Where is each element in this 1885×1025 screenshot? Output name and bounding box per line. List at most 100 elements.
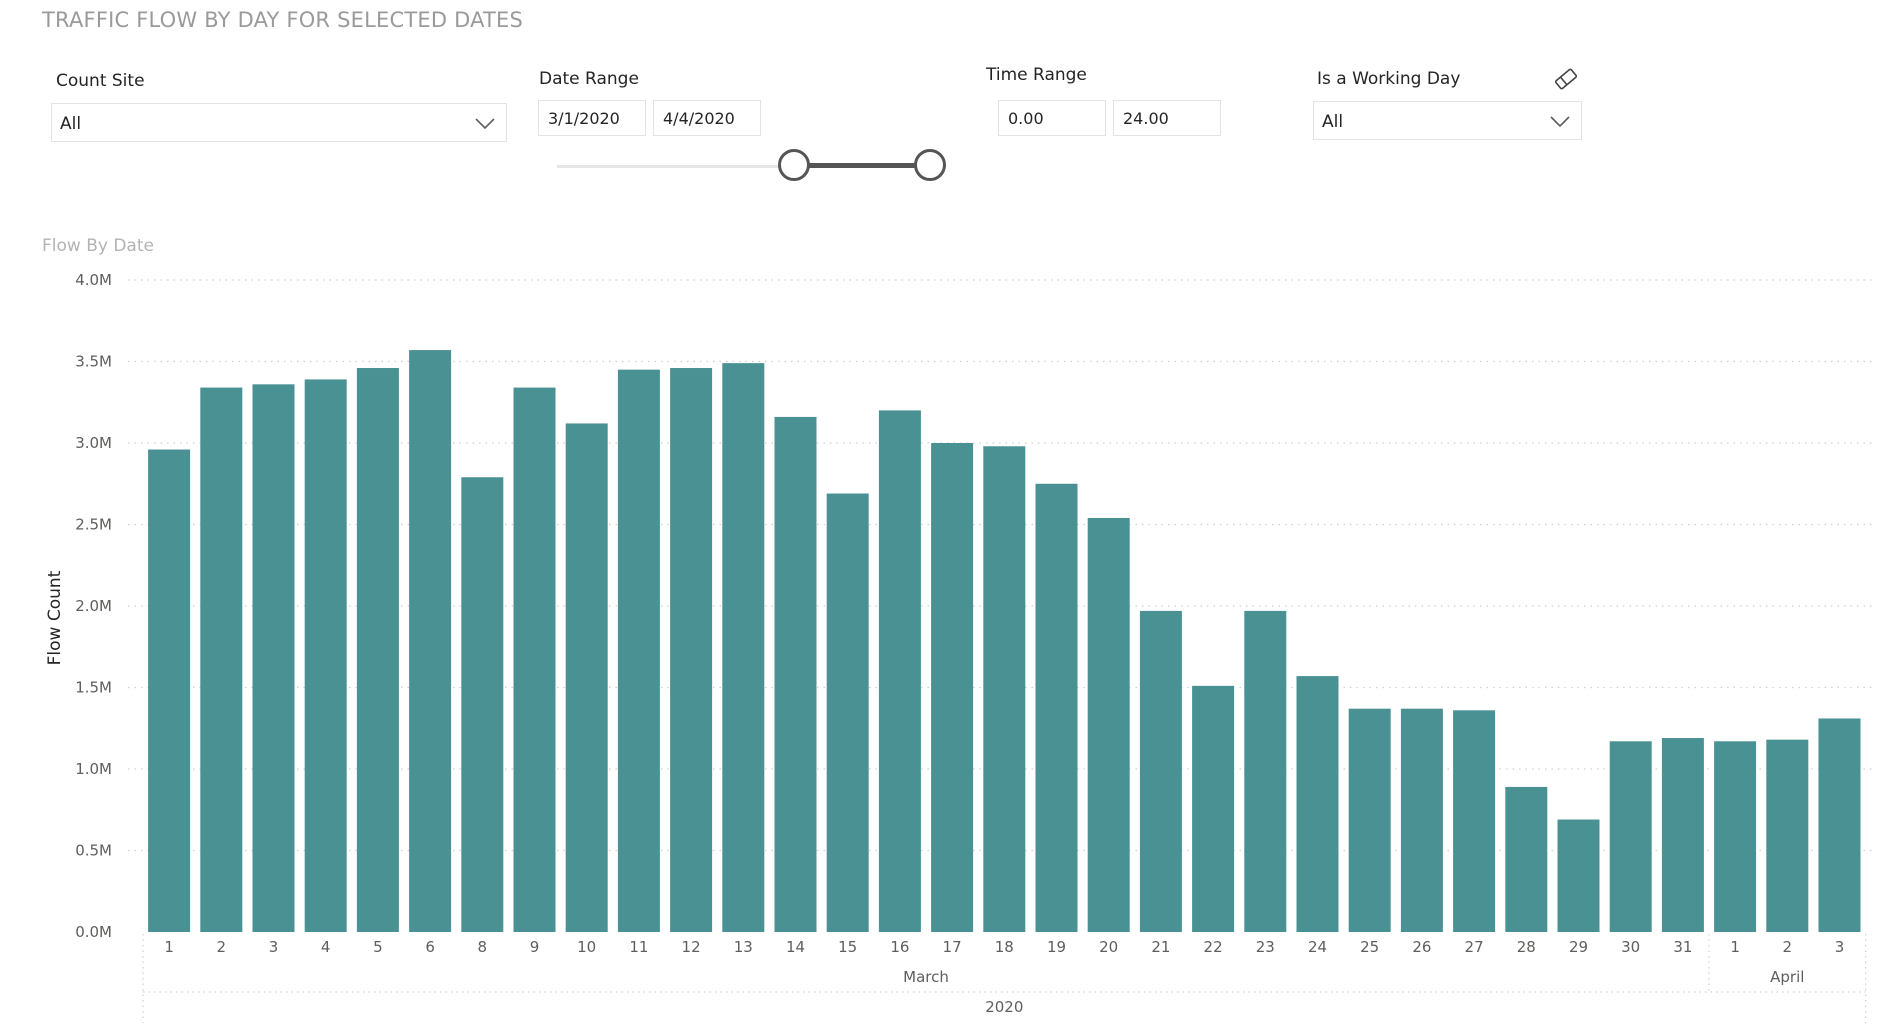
bar[interactable] <box>670 368 713 932</box>
bar[interactable] <box>1348 708 1391 932</box>
bar[interactable] <box>826 493 869 932</box>
date-range-slider-track[interactable] <box>557 165 930 168</box>
x-tick-label: 22 <box>1204 938 1223 956</box>
x-tick-label: 26 <box>1412 938 1431 956</box>
x-tick-label: 1 <box>164 938 174 956</box>
x-tick-label: 30 <box>1621 938 1640 956</box>
x-tick-label: 3 <box>269 938 279 956</box>
bar[interactable] <box>1035 483 1078 932</box>
bar[interactable] <box>513 387 556 933</box>
bar[interactable] <box>1087 517 1130 932</box>
date-range-slider-selection <box>794 163 930 168</box>
working-day-dropdown[interactable]: All <box>1313 101 1582 140</box>
time-range-start-input[interactable] <box>998 100 1106 136</box>
bar[interactable] <box>1714 741 1757 932</box>
bars <box>148 350 1861 933</box>
bar[interactable] <box>565 423 608 932</box>
bar[interactable] <box>983 446 1026 932</box>
x-month-label: March <box>903 968 949 986</box>
bar[interactable] <box>1192 685 1235 932</box>
y-tick-label: 0.5M <box>75 842 112 860</box>
bar[interactable] <box>1296 676 1339 932</box>
y-tick-label: 2.5M <box>75 516 112 534</box>
x-tick-label: 24 <box>1308 938 1327 956</box>
y-tick-label: 2.0M <box>75 597 112 615</box>
bar[interactable] <box>200 387 243 933</box>
x-tick-label: 2 <box>1783 938 1793 956</box>
chart-title: Flow By Date <box>42 236 154 256</box>
bar[interactable] <box>252 384 295 932</box>
time-range-end-input[interactable] <box>1113 100 1221 136</box>
bar[interactable] <box>1244 610 1287 932</box>
working-day-value: All <box>1322 112 1344 132</box>
x-tick-label: 20 <box>1099 938 1118 956</box>
y-axis-title: Flow Count <box>45 570 65 665</box>
bar[interactable] <box>931 443 974 932</box>
bar[interactable] <box>1557 819 1600 932</box>
count-site-value: All <box>60 114 82 134</box>
bar[interactable] <box>878 410 921 932</box>
x-tick-label: 21 <box>1151 938 1170 956</box>
y-axis-ticks: 0.0M 0.5M 1.0M 1.5M 2.0M 2.5M 3.0M 3.5M 4.0M <box>75 271 112 941</box>
chevron-down-icon <box>1550 116 1570 128</box>
y-tick-label: 0.0M <box>75 923 112 941</box>
x-tick-label: 13 <box>734 938 753 956</box>
y-tick-label: 1.5M <box>75 679 112 697</box>
x-tick-label: 4 <box>321 938 331 956</box>
x-tick-label: 19 <box>1047 938 1066 956</box>
x-tick-label: 12 <box>682 938 701 956</box>
date-range-label: Date Range <box>539 69 639 89</box>
bar[interactable] <box>1766 739 1809 932</box>
x-tick-label: 6 <box>425 938 435 956</box>
time-range-label: Time Range <box>986 65 1087 85</box>
x-tick-label: 16 <box>890 938 909 956</box>
bar[interactable] <box>1505 786 1548 932</box>
x-tick-label: 25 <box>1360 938 1379 956</box>
bar[interactable] <box>1818 718 1861 932</box>
count-site-dropdown[interactable]: All <box>51 103 507 142</box>
date-range-start-handle[interactable] <box>778 149 810 181</box>
bar[interactable] <box>1661 738 1704 932</box>
bar[interactable] <box>461 477 504 932</box>
x-tick-label: 3 <box>1835 938 1845 956</box>
bar[interactable] <box>356 368 399 932</box>
x-tick-label: 27 <box>1465 938 1484 956</box>
y-tick-label: 3.5M <box>75 353 112 371</box>
y-tick-label: 1.0M <box>75 760 112 778</box>
x-tick-label: 5 <box>373 938 383 956</box>
count-site-label: Count Site <box>56 71 145 91</box>
bar[interactable] <box>1139 610 1182 932</box>
bar[interactable] <box>409 350 452 933</box>
bar[interactable] <box>1453 710 1496 932</box>
x-tick-label: 8 <box>478 938 488 956</box>
date-range-start-input[interactable] <box>538 100 646 136</box>
bar[interactable] <box>617 369 660 932</box>
date-range-end-handle[interactable] <box>914 149 946 181</box>
date-range-end-input[interactable] <box>653 100 761 136</box>
bar[interactable] <box>722 363 765 932</box>
x-tick-label: 31 <box>1673 938 1692 956</box>
x-tick-label: 29 <box>1569 938 1588 956</box>
x-tick-label: 1 <box>1730 938 1740 956</box>
x-tick-label: 28 <box>1517 938 1536 956</box>
x-tick-label: 23 <box>1256 938 1275 956</box>
x-tick-label: 11 <box>629 938 648 956</box>
x-tick-label: 14 <box>786 938 805 956</box>
x-tick-label: 15 <box>838 938 857 956</box>
x-tick-label: 2 <box>217 938 227 956</box>
bar[interactable] <box>1609 741 1652 932</box>
page-title: TRAFFIC FLOW BY DAY FOR SELECTED DATES <box>42 8 524 32</box>
bar[interactable] <box>774 416 817 932</box>
eraser-icon[interactable] <box>1553 66 1579 92</box>
bar[interactable] <box>1400 708 1443 932</box>
working-day-label: Is a Working Day <box>1317 69 1461 89</box>
x-axis: 1 2 3 4 5 6 8 9 10 11 12 13 14 15 16 17 18 19 20 21 22 23 24 25… <box>142 934 1867 1023</box>
x-tick-label: 17 <box>943 938 962 956</box>
x-tick-label: 18 <box>995 938 1014 956</box>
bar[interactable] <box>148 449 191 932</box>
x-tick-label: 10 <box>577 938 596 956</box>
y-tick-label: 3.0M <box>75 434 112 452</box>
bar[interactable] <box>304 379 347 932</box>
x-month-label: April <box>1770 968 1804 986</box>
